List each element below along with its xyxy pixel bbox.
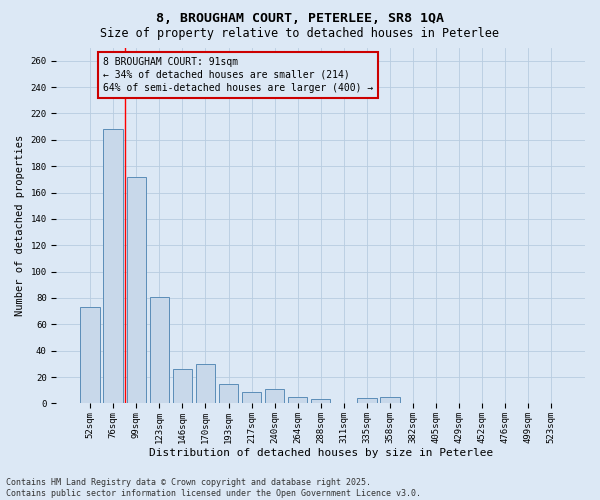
Bar xyxy=(173,369,192,404)
X-axis label: Distribution of detached houses by size in Peterlee: Distribution of detached houses by size … xyxy=(149,448,493,458)
Text: Contains HM Land Registry data © Crown copyright and database right 2025.
Contai: Contains HM Land Registry data © Crown c… xyxy=(6,478,421,498)
Y-axis label: Number of detached properties: Number of detached properties xyxy=(15,135,25,316)
Bar xyxy=(127,176,146,404)
Bar xyxy=(288,397,307,404)
Bar xyxy=(380,397,400,404)
Bar xyxy=(149,296,169,404)
Bar xyxy=(80,307,100,404)
Bar xyxy=(357,398,377,404)
Text: 8, BROUGHAM COURT, PETERLEE, SR8 1QA: 8, BROUGHAM COURT, PETERLEE, SR8 1QA xyxy=(156,12,444,26)
Text: Size of property relative to detached houses in Peterlee: Size of property relative to detached ho… xyxy=(101,28,499,40)
Text: 8 BROUGHAM COURT: 91sqm
← 34% of detached houses are smaller (214)
64% of semi-d: 8 BROUGHAM COURT: 91sqm ← 34% of detache… xyxy=(103,56,373,93)
Bar xyxy=(265,389,284,404)
Bar xyxy=(196,364,215,404)
Bar xyxy=(219,384,238,404)
Bar xyxy=(311,400,331,404)
Bar xyxy=(242,392,262,404)
Bar xyxy=(103,129,123,404)
